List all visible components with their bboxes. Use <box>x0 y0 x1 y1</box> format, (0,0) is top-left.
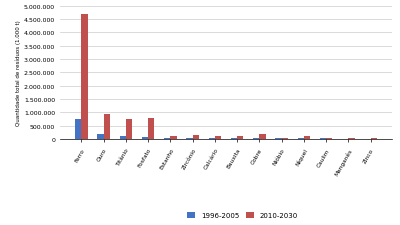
Bar <box>276 139 282 140</box>
Bar <box>81 15 88 140</box>
Bar <box>298 139 304 140</box>
Bar <box>75 120 81 140</box>
Bar <box>348 139 355 140</box>
Bar <box>148 118 154 140</box>
Bar <box>326 139 332 140</box>
Bar <box>97 134 104 140</box>
Bar <box>209 138 215 140</box>
Bar <box>193 135 199 140</box>
Bar <box>371 139 377 140</box>
Bar <box>364 139 371 140</box>
Bar <box>259 134 266 140</box>
Bar <box>282 138 288 140</box>
Bar <box>215 136 221 140</box>
Bar <box>342 139 348 140</box>
Legend: 1996-2005, 2010-2030: 1996-2005, 2010-2030 <box>187 212 298 218</box>
Bar <box>120 136 126 140</box>
Bar <box>164 138 170 140</box>
Bar <box>320 139 326 140</box>
Bar <box>142 137 148 140</box>
Bar <box>186 138 193 140</box>
Bar <box>104 114 110 140</box>
Y-axis label: Quantidade total de resíduos (1.000 t): Quantidade total de resíduos (1.000 t) <box>16 20 21 126</box>
Bar <box>253 138 259 140</box>
Bar <box>126 120 132 140</box>
Bar <box>304 136 310 140</box>
Bar <box>237 136 243 140</box>
Bar <box>170 136 176 140</box>
Bar <box>231 138 237 140</box>
